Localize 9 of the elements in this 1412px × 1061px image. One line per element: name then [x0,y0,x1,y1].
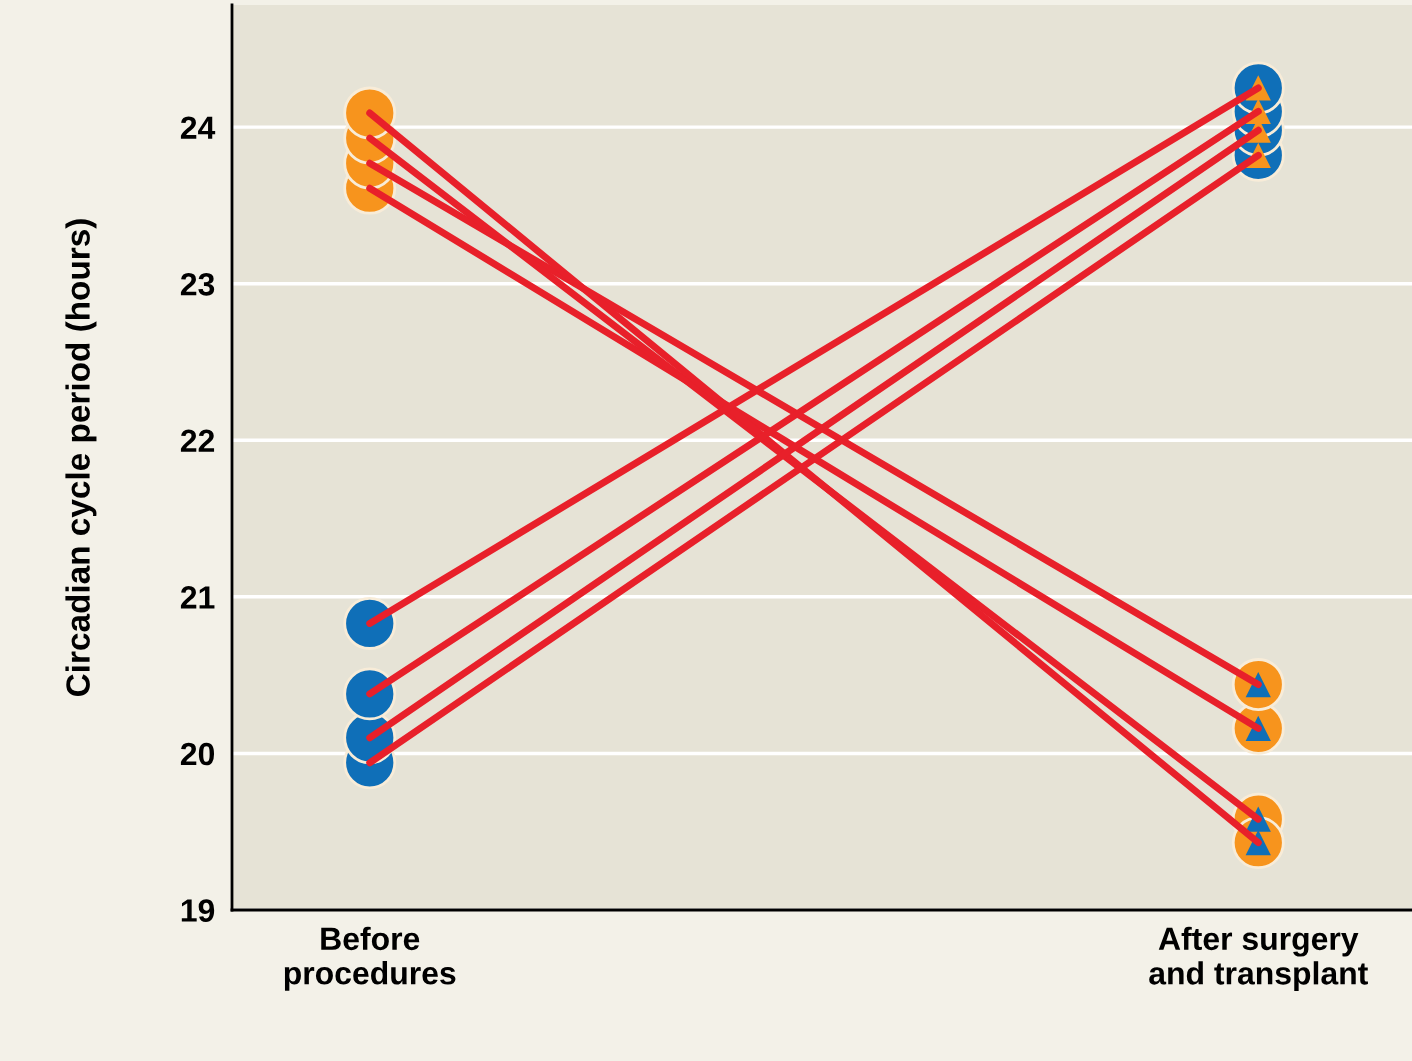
x-tick-label: After surgery and transplant [1149,926,1368,991]
y-axis-title: Circadian cycle period (hours) [65,219,97,696]
y-tick-label: 21 [180,586,215,609]
y-tick-label: 22 [180,429,215,452]
y-tick-label: 20 [180,742,215,766]
x-tick-label: Before procedures [284,926,456,991]
y-tick-label: 24 [180,116,216,139]
y-tick-label: 19 [181,899,215,922]
y-tick-label: 23 [180,272,215,296]
